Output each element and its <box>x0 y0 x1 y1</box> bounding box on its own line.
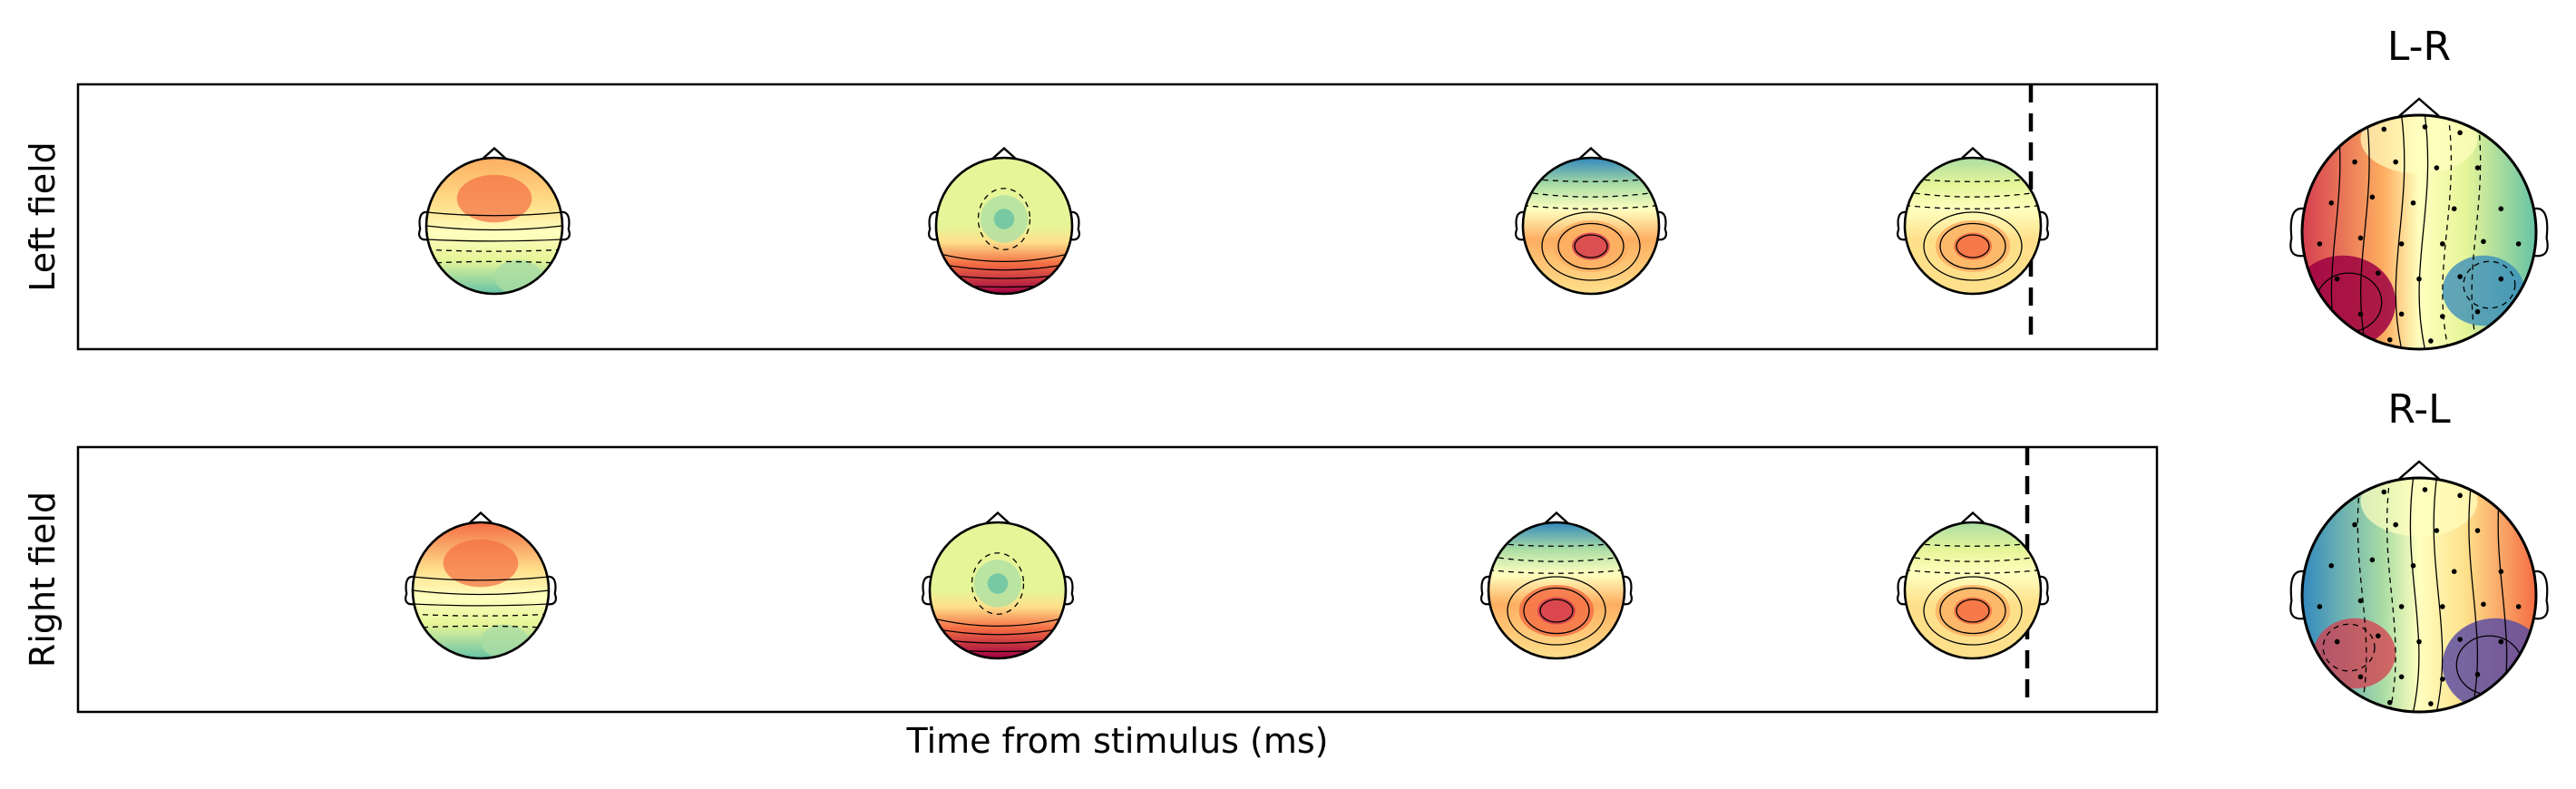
axes-frame-left-field <box>76 83 2159 351</box>
topomap-row1-1-right-ear <box>561 210 571 241</box>
topomap-row1-1-nose <box>482 146 507 160</box>
topomap-l-r-nose <box>2398 97 2440 117</box>
title-l-r: L-R <box>2387 24 2451 70</box>
topomap-row1-2 <box>928 146 1080 296</box>
topomap-l-r-right-ear <box>2533 207 2549 258</box>
topomap-row1-4 <box>1897 146 2049 296</box>
topomap-row2-3-left-ear <box>1480 575 1490 606</box>
panel-left-field: Left field <box>23 83 2159 351</box>
topomap-row2-2-right-ear <box>1064 575 1074 606</box>
topomap-row2-2 <box>922 511 1074 660</box>
topomap-r-l-outline <box>2300 476 2538 714</box>
topomap-row2-1-nose <box>468 511 493 524</box>
ylabel-right-field: Right field <box>23 492 63 667</box>
panel-r-l: R-L <box>2289 386 2549 714</box>
topomap-row1-3-nose <box>1578 146 1604 160</box>
topomap-row1-3-outline <box>1521 156 1661 296</box>
panel-right-field: Right field Time from stimulus (ms) <box>23 445 2159 761</box>
topomap-row1-1-outline <box>424 156 564 296</box>
panel-l-r: L-R <box>2289 24 2549 351</box>
topomap-row1-1-left-ear <box>418 210 428 241</box>
topomap-row2-2-nose <box>985 511 1010 524</box>
topomap-r-l <box>2289 460 2549 714</box>
topomap-r-l-right-ear <box>2533 570 2549 620</box>
topomap-row2-3-right-ear <box>1623 575 1633 606</box>
topomap-row2-4-nose <box>1960 511 1986 524</box>
topomap-l-r-outline <box>2300 113 2538 351</box>
topomap-l-r-left-ear <box>2289 207 2305 258</box>
topomap-row2-4-outline <box>1903 521 2043 660</box>
xlabel: Time from stimulus (ms) <box>906 721 1329 761</box>
topomap-row1-4-right-ear <box>2039 210 2049 241</box>
topomap-row2-1-outline <box>411 521 551 660</box>
topomap-row2-3-nose <box>1544 511 1569 524</box>
title-r-l: R-L <box>2387 386 2451 433</box>
topomap-r-l-nose <box>2398 460 2440 480</box>
topomap-row2-3 <box>1480 511 1633 660</box>
topomap-row2-4-left-ear <box>1897 575 1907 606</box>
topomap-row1-4-nose <box>1960 146 1986 160</box>
topomap-row1-4-outline <box>1903 156 2043 296</box>
topomap-row1-4-left-ear <box>1897 210 1907 241</box>
topomap-r-l-left-ear <box>2289 570 2305 620</box>
topomap-row2-2-left-ear <box>922 575 932 606</box>
topomap-row2-4-right-ear <box>2039 575 2049 606</box>
topomap-l-r <box>2289 97 2549 351</box>
topomap-row1-3-right-ear <box>1657 210 1667 241</box>
topomap-row1-2-right-ear <box>1070 210 1080 241</box>
topomap-row1-2-outline <box>934 156 1074 296</box>
topomap-row2-1-left-ear <box>405 575 415 606</box>
topomap-row2-4 <box>1897 511 2049 660</box>
topomap-row2-1 <box>405 511 557 660</box>
topomap-row1-2-nose <box>991 146 1017 160</box>
topomap-row1-2-left-ear <box>928 210 938 241</box>
axes-frame-right-field <box>76 445 2159 714</box>
topomap-row1-3 <box>1515 146 1667 296</box>
topomap-row2-2-outline <box>928 521 1068 660</box>
ylabel-left-field: Left field <box>23 141 63 292</box>
topomap-row1-3-left-ear <box>1515 210 1525 241</box>
topomap-row1-1 <box>418 146 571 296</box>
topomap-row2-3-outline <box>1487 521 1626 660</box>
topomap-row2-1-right-ear <box>547 575 557 606</box>
